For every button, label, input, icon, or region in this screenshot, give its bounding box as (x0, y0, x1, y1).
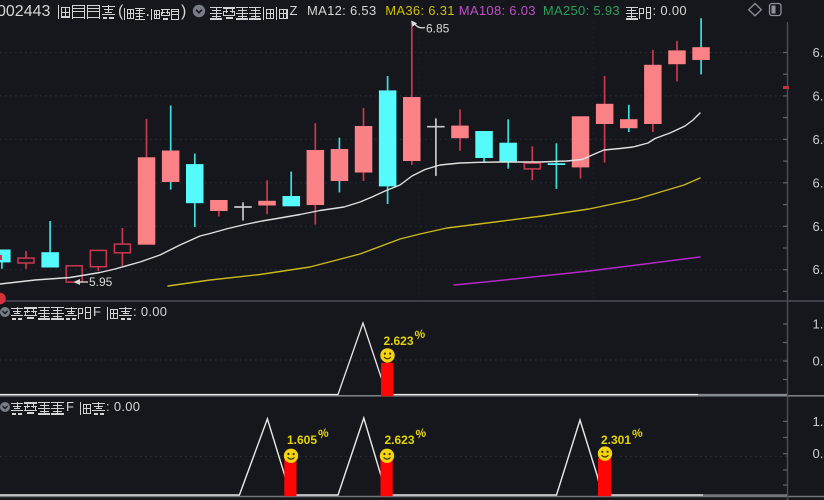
svg-text:0.50: 0.50 (813, 446, 824, 461)
svg-text:6.60: 6.60 (813, 88, 824, 103)
svg-text:6.30: 6.30 (813, 175, 824, 190)
svg-text:1.00: 1.00 (813, 317, 824, 332)
svg-text:1.605: 1.605 (287, 433, 317, 447)
svg-text:%: % (630, 425, 644, 441)
svg-text:2.623: 2.623 (384, 334, 414, 348)
svg-text:6.75: 6.75 (813, 45, 824, 60)
svg-text:6.85: 6.85 (426, 22, 450, 36)
svg-text:6.00: 6.00 (813, 262, 824, 277)
svg-text:1.00: 1.00 (813, 414, 824, 429)
svg-text:%: % (316, 425, 330, 441)
svg-text:6.15: 6.15 (813, 219, 824, 234)
svg-text:2.623: 2.623 (385, 433, 415, 447)
svg-text:0.50: 0.50 (813, 354, 824, 369)
svg-text:2.301: 2.301 (601, 433, 631, 447)
svg-text:5.95: 5.95 (89, 275, 113, 289)
svg-text:%: % (413, 326, 427, 342)
svg-text:%: % (414, 425, 428, 441)
svg-text:6.45: 6.45 (813, 132, 824, 147)
